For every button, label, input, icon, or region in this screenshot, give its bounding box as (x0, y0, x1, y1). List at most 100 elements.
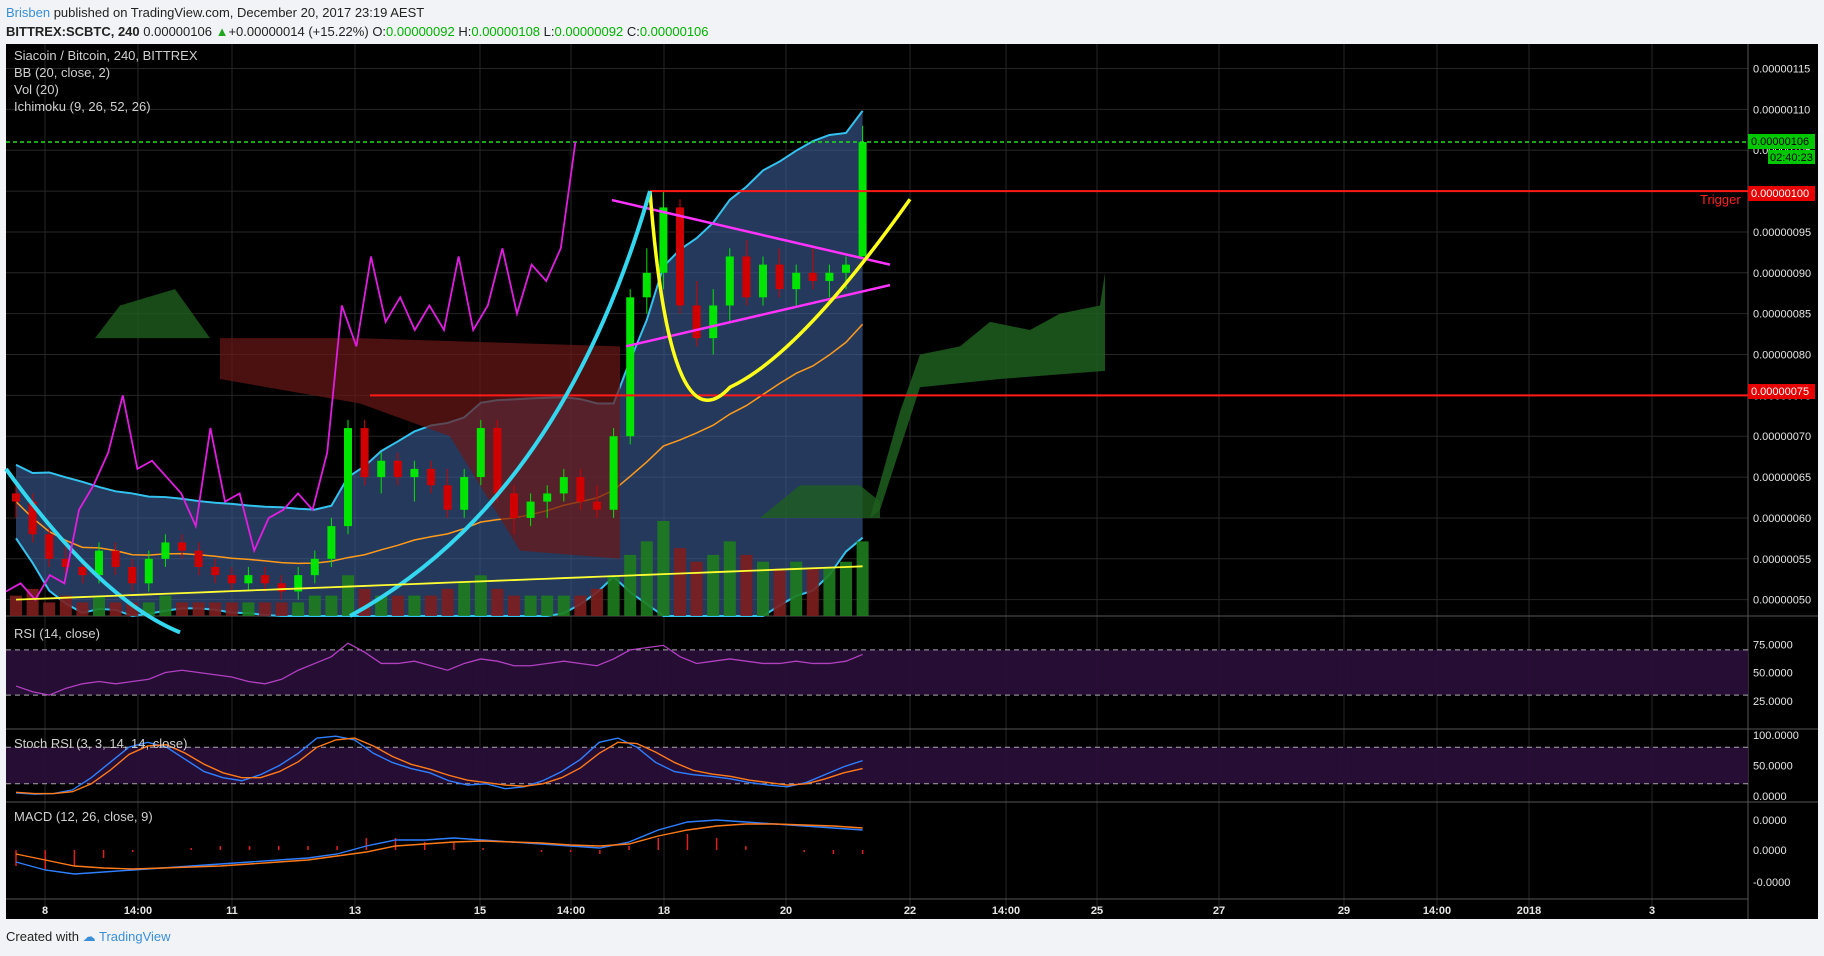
time-axis-label: 3 (1649, 905, 1655, 917)
volume-bar (491, 588, 504, 616)
candle-body (659, 207, 668, 273)
candle-body (211, 566, 220, 576)
quote-line: BITTREX:SCBTC, 240 0.00000106 ▲+0.000000… (6, 22, 1816, 41)
price-change: +0.00000014 (+15.22%) (228, 24, 369, 39)
support-price-tag (1748, 384, 1815, 399)
volume-bar (823, 568, 836, 616)
candle-body (327, 526, 336, 559)
candle-body (510, 493, 518, 518)
price-axis-label: 0.00000060 (1753, 513, 1811, 525)
candle-body (393, 460, 402, 478)
legend-bb[interactable]: BB (20, close, 2) (14, 65, 110, 80)
volume-bar (541, 595, 554, 616)
macd-axis-label: 0.0000 (1753, 845, 1787, 857)
time-axis-label: 8 (42, 905, 48, 917)
time-axis-label: 14:00 (124, 905, 152, 917)
countdown-text: 02:40:23 (1770, 152, 1813, 164)
candle-body (626, 297, 635, 437)
publish-info: published on TradingView.com, December 2… (53, 5, 425, 20)
rsi-axis-label: 25.0000 (1753, 696, 1793, 708)
time-axis-label: 25 (1091, 905, 1103, 917)
volume-bar (674, 548, 686, 616)
ichimoku-cloud-bull (95, 289, 230, 339)
high-value: 0.00000108 (471, 24, 541, 39)
volume-bar (790, 561, 803, 616)
rsi-line (15, 642, 863, 696)
rsi-legend[interactable]: RSI (14, close) (14, 626, 100, 641)
candle-body (526, 501, 535, 518)
candle-body (460, 477, 469, 510)
candle-body (144, 558, 153, 584)
candle-body (443, 485, 452, 510)
stoch-axis-label: 100.0000 (1753, 730, 1799, 742)
last-price-tag-text: 0.00000106 (1751, 136, 1809, 148)
volume-bar (607, 575, 620, 616)
candle-body (493, 428, 502, 494)
volume-bar (10, 595, 22, 616)
time-axis-label: 13 (349, 905, 361, 917)
candle-body (410, 468, 419, 478)
time-axis-label: 15 (474, 905, 486, 917)
price-axis-label: 0.00000095 (1753, 227, 1811, 239)
footer: Created with ☁ TradingView (6, 929, 171, 945)
parabolic-curve-left (4, 467, 181, 635)
macd-legend[interactable]: MACD (12, 26, close, 9) (14, 809, 153, 824)
chart-header: Brisben published on TradingView.com, De… (6, 3, 1816, 41)
candle-body (161, 542, 170, 559)
volume-bar (209, 602, 222, 616)
ichimoku-cloud-future (870, 272, 1105, 518)
price-axis-label: 0.00000090 (1753, 268, 1811, 280)
time-axis-label: 2018 (1517, 905, 1541, 917)
signal-line (15, 823, 863, 870)
author-link[interactable]: Brisben (6, 5, 51, 20)
candle-body (692, 305, 701, 339)
volume-bar (225, 602, 238, 616)
candle-body (344, 428, 352, 527)
macd-axis-label: 0.0000 (1753, 815, 1787, 827)
volume-ma-line (15, 565, 863, 601)
time-axis-label: 22 (904, 905, 916, 917)
volume-bar (308, 595, 321, 616)
cup-curve (648, 190, 912, 402)
volume-bar (524, 595, 537, 616)
price-axis-label: 0.00000065 (1753, 472, 1811, 484)
bollinger-basis (15, 323, 864, 565)
volume-bars (10, 521, 869, 616)
volume-bar (259, 602, 271, 616)
time-axis-label: 18 (658, 905, 670, 917)
time-axis-label: 11 (226, 905, 238, 917)
drawings[interactable] (4, 141, 1748, 635)
publish-line: Brisben published on TradingView.com, De… (6, 3, 1816, 22)
macd-axis-label: -0.0000 (1753, 877, 1790, 889)
volume-bar (723, 541, 736, 616)
candle-body (244, 575, 253, 584)
volume-bar (458, 582, 471, 616)
volume-bar (76, 602, 89, 616)
time-axis-label: 14:00 (992, 905, 1020, 917)
chart-canvas[interactable]: 0.000001150.000001100.000001050.00000100… (0, 42, 1824, 922)
last-price-tag (1748, 134, 1815, 149)
candle-body (95, 550, 103, 576)
volume-bar (508, 595, 520, 616)
close-label: C: (626, 24, 640, 39)
stoch-d-line (15, 737, 863, 795)
volume-bar (26, 588, 39, 616)
volume-bar (474, 575, 487, 616)
stoch-legend[interactable]: Stoch RSI (3, 3, 14, 14, close) (14, 736, 187, 751)
ichimoku-cloud-bull-2 (760, 485, 880, 518)
price-axis-label: 0.00000080 (1753, 350, 1811, 362)
legend-ichimoku[interactable]: Ichimoku (9, 26, 52, 26) (14, 99, 151, 114)
trigger-label: Trigger (1700, 192, 1741, 207)
up-arrow-icon: ▲ (215, 24, 229, 39)
candlesticks[interactable] (12, 125, 867, 600)
candle-body (111, 550, 120, 567)
rsi-axis-label: 75.0000 (1753, 639, 1793, 651)
volume-bar (707, 554, 720, 616)
volume-bar (342, 575, 354, 616)
last-price: 0.00000106 (143, 24, 212, 39)
candle-body (725, 256, 734, 306)
legend-vol[interactable]: Vol (20) (14, 82, 59, 97)
close-value: 0.00000106 (639, 24, 709, 39)
tradingview-link[interactable]: TradingView (99, 929, 171, 944)
candle-body (12, 493, 20, 502)
